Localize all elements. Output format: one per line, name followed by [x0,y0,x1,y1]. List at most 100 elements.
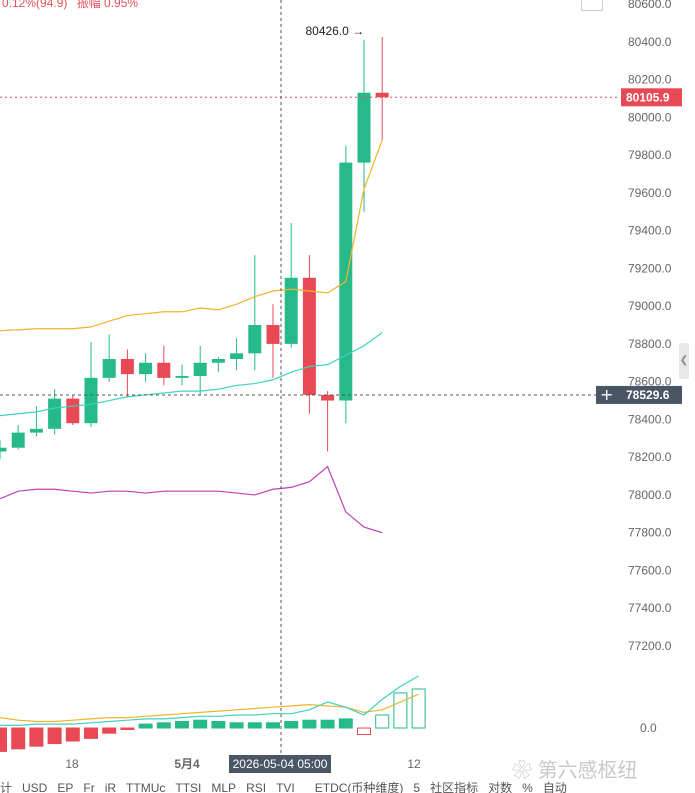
toolbar-item[interactable]: ETDC(币种维度) [314,781,404,793]
candle-body [230,353,244,359]
y-tick-label: 78600.0 [628,375,672,389]
layout-toggle-button[interactable] [581,0,603,11]
candle-body [284,277,298,344]
volume-bar [211,721,226,729]
y-tick-label: 77600.0 [628,563,672,577]
crosshair-add-icon: + [600,385,613,404]
volume-bar [320,719,335,729]
header-info: 0.12%(94.9) 振幅 0.95% [2,0,144,11]
volume-zero-label: 0.0 [640,721,657,735]
watermark-icon: ❀ [512,760,538,782]
toolbar-item[interactable]: EP [57,781,74,793]
volume-bar [338,718,353,729]
toolbar-item[interactable]: TTSI [175,781,202,793]
volume-ma-teal [0,675,419,727]
volume-bar [266,722,280,729]
y-tick-label: 80200.0 [628,73,672,87]
toolbar-item[interactable]: TVI [276,781,295,793]
y-tick-label: 79600.0 [628,186,672,200]
y-tick-label: 80600.0 [628,0,672,11]
x-tick-label: 5月4 [174,757,200,771]
candle-body [48,398,62,429]
volume-bar [302,719,317,729]
volume-bar [393,692,408,729]
y-tick-label: 80400.0 [628,35,672,49]
toolbar-item[interactable]: RSI [246,781,267,793]
indicator-toolbar: 计 USD EP Fr iR TTMUc TTSI MLP RSI TVI ETDC(币种维度) 5 社… [0,779,695,793]
crosshair-price-label: 78529.6 [626,388,670,402]
candle-body [211,358,225,363]
volume-bar [11,727,26,750]
candle-body [266,325,280,344]
volume-bar [29,727,44,747]
volume-bar [102,727,117,734]
crosshair-time-label: 2026-05-04 05:00 [233,757,328,771]
side-panel-handle[interactable]: ❮ [679,343,689,379]
candle-body [102,358,116,378]
x-tick-label: 12 [407,757,421,771]
toolbar-item[interactable]: 对数 [488,781,513,793]
x-tick-label: 18 [65,757,79,771]
y-tick-label: 80000.0 [628,110,672,124]
crosshair-price-tag [596,385,682,404]
volume-bar [138,723,153,729]
toolbar-item[interactable]: USD [22,781,48,793]
candle-body [139,362,153,375]
candle-body [157,362,171,378]
volume-bar [247,722,262,729]
candle-body [248,325,262,354]
last-price-label: 80105.9 [626,90,670,104]
ma-line-teal [0,332,383,417]
volume-bar [229,722,244,729]
candle-body [0,447,7,452]
volume-bar [0,727,7,752]
ma-line-purple [0,465,383,534]
high-price-marker: 80426.0 → [305,24,364,38]
ma-line-yellow [0,139,383,332]
volume-bar [47,727,62,745]
toolbar-item[interactable]: 自动 [542,781,567,793]
candle-body [321,394,335,401]
volume-bar [120,727,135,730]
y-tick-label: 78800.0 [628,337,672,351]
toolbar-item[interactable]: iR [104,781,117,793]
amplitude-text: 振幅 0.95% [76,0,139,10]
candle-body [357,92,371,163]
y-tick-label: 78000.0 [628,488,672,502]
toolbar-item[interactable]: MLP [211,781,237,793]
y-tick-label: 77200.0 [628,639,672,653]
volume-bar [84,727,98,739]
toolbar-item[interactable]: % [522,781,533,793]
volume-bar [357,727,371,735]
toolbar-item[interactable]: Fr [83,781,95,793]
candle-body [193,362,207,376]
y-tick-label: 77800.0 [628,526,672,540]
candle-body [11,432,25,448]
candle-body [120,358,134,375]
volume-bar [156,722,171,729]
crosshair-time-tag [229,755,331,773]
toolbar-item[interactable]: 5 [413,781,421,793]
candle-body [29,428,43,433]
y-tick-label: 78400.0 [628,412,672,426]
volume-bar [175,721,189,729]
y-tick-label: 79400.0 [628,224,672,238]
toolbar-item[interactable]: 社区指标 [430,781,479,793]
candle-body [84,377,98,424]
y-tick-label: 77400.0 [628,601,672,615]
toolbar-item[interactable]: 计 [0,781,13,793]
volume-bar [193,719,208,729]
volume-bar [375,714,390,729]
candle-body [302,277,316,395]
y-tick-label: 79800.0 [628,148,672,162]
volume-bar [65,727,80,742]
volume-bar [284,721,299,729]
watermark-text: 第六感枢纽 [537,760,638,782]
change-text: 0.12%(94.9) [2,0,68,10]
y-tick-label: 79000.0 [628,299,672,313]
last-price-tag [621,88,682,107]
toolbar-item[interactable]: TTMUc [126,781,166,793]
volume-bar [411,688,426,729]
y-tick-label: 79200.0 [628,261,672,275]
